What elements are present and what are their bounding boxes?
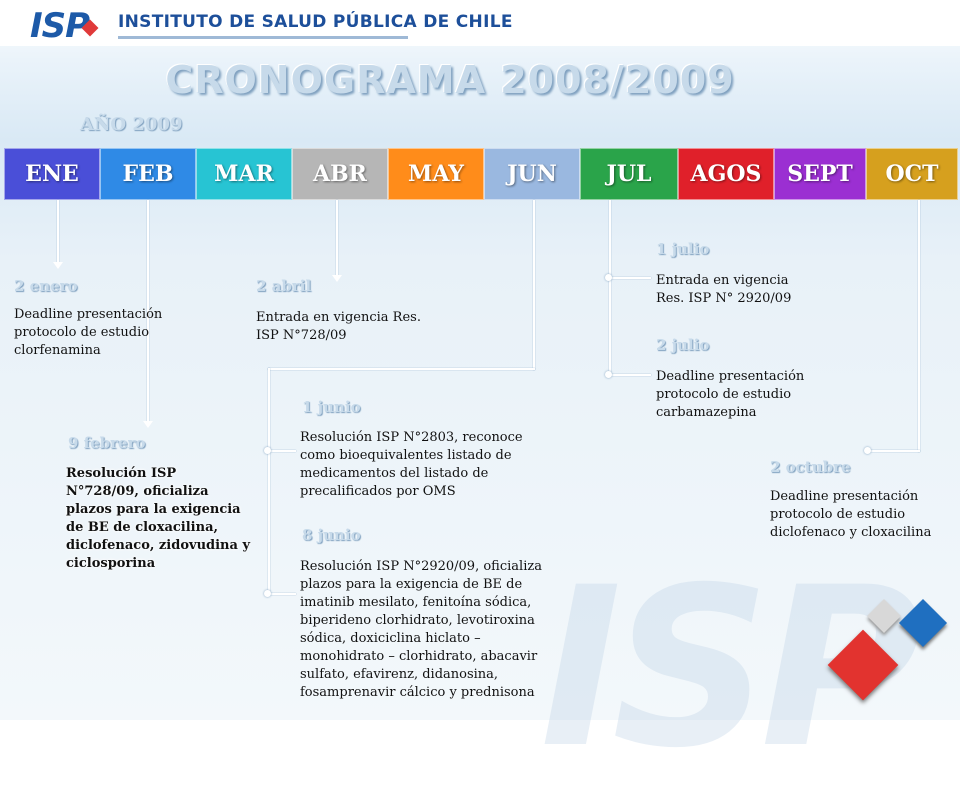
month-may: MAY (388, 148, 484, 200)
month-feb: FEB (100, 148, 196, 200)
month-jun: JUN (484, 148, 580, 200)
event-date-feb: 9 febrero (68, 434, 146, 452)
dot-jun1 (264, 447, 271, 454)
event-date-abr: 2 abril (256, 277, 312, 295)
header-rule (118, 36, 408, 39)
connector-jun-left (268, 368, 535, 370)
event-date-jul1: 1 julio (656, 240, 710, 258)
connector-oct-left (868, 450, 920, 452)
event-text-jul1: Entrada en vigencia Res. ISP N° 2920/09 (656, 273, 792, 306)
connector-jun8 (268, 593, 296, 595)
connector-jul2 (609, 374, 651, 376)
event-text-ene: Deadline presentación protocolo de estud… (14, 307, 163, 358)
connector-jun-down (533, 200, 535, 370)
month-sept: SEPT (774, 148, 866, 200)
dot-jul2 (605, 371, 612, 378)
event-text-jun1: Resolución ISP N°2803, reconoce como bio… (300, 430, 523, 499)
connector-jun1 (268, 450, 296, 452)
month-jul: JUL (580, 148, 678, 200)
month-agos: AGOS (678, 148, 774, 200)
header: ISP INSTITUTO DE SALUD PÚBLICA DE CHILE (0, 0, 960, 46)
month-oct: OCT (866, 148, 958, 200)
month-abr: ABR (292, 148, 388, 200)
year-label: AÑO 2009 (80, 114, 183, 135)
month-mar: MAR (196, 148, 292, 200)
dot-jul1 (605, 274, 612, 281)
connector-jun-vertical (268, 368, 270, 594)
dot-jun8 (264, 590, 271, 597)
event-date-jun8: 8 junio (302, 526, 361, 544)
arrow-abr (332, 275, 342, 282)
arrow-ene (53, 262, 63, 269)
institute-name: INSTITUTO DE SALUD PÚBLICA DE CHILE (118, 12, 513, 32)
connector-ene (57, 200, 59, 263)
event-date-ene: 2 enero (14, 277, 78, 295)
connector-oct (918, 200, 920, 452)
connector-abr (336, 200, 338, 276)
event-text-oct: Deadline presentación protocolo de estud… (770, 489, 932, 540)
connector-jul-down (609, 200, 611, 376)
event-date-jun1: 1 junio (302, 398, 361, 416)
event-text-feb: Resolución ISP N°728/09, oficializa plaz… (66, 466, 250, 571)
event-text-jun8: Resolución ISP N°2920/09, oficializa pla… (300, 559, 542, 700)
connector-jul1 (609, 277, 651, 279)
arrow-feb (143, 421, 153, 428)
event-date-oct: 2 octubre (770, 458, 851, 476)
month-ene: ENE (4, 148, 100, 200)
isp-logo: ISP (30, 6, 90, 46)
dot-oct (864, 447, 871, 454)
event-text-abr: Entrada en vigencia Res. ISP N°728/09 (256, 310, 421, 343)
connector-feb (147, 200, 149, 422)
event-text-jul2: Deadline presentación protocolo de estud… (656, 369, 805, 420)
page-title: CRONOGRAMA 2008/2009 (165, 58, 735, 102)
background (0, 0, 960, 720)
event-date-jul2: 2 julio (656, 336, 710, 354)
